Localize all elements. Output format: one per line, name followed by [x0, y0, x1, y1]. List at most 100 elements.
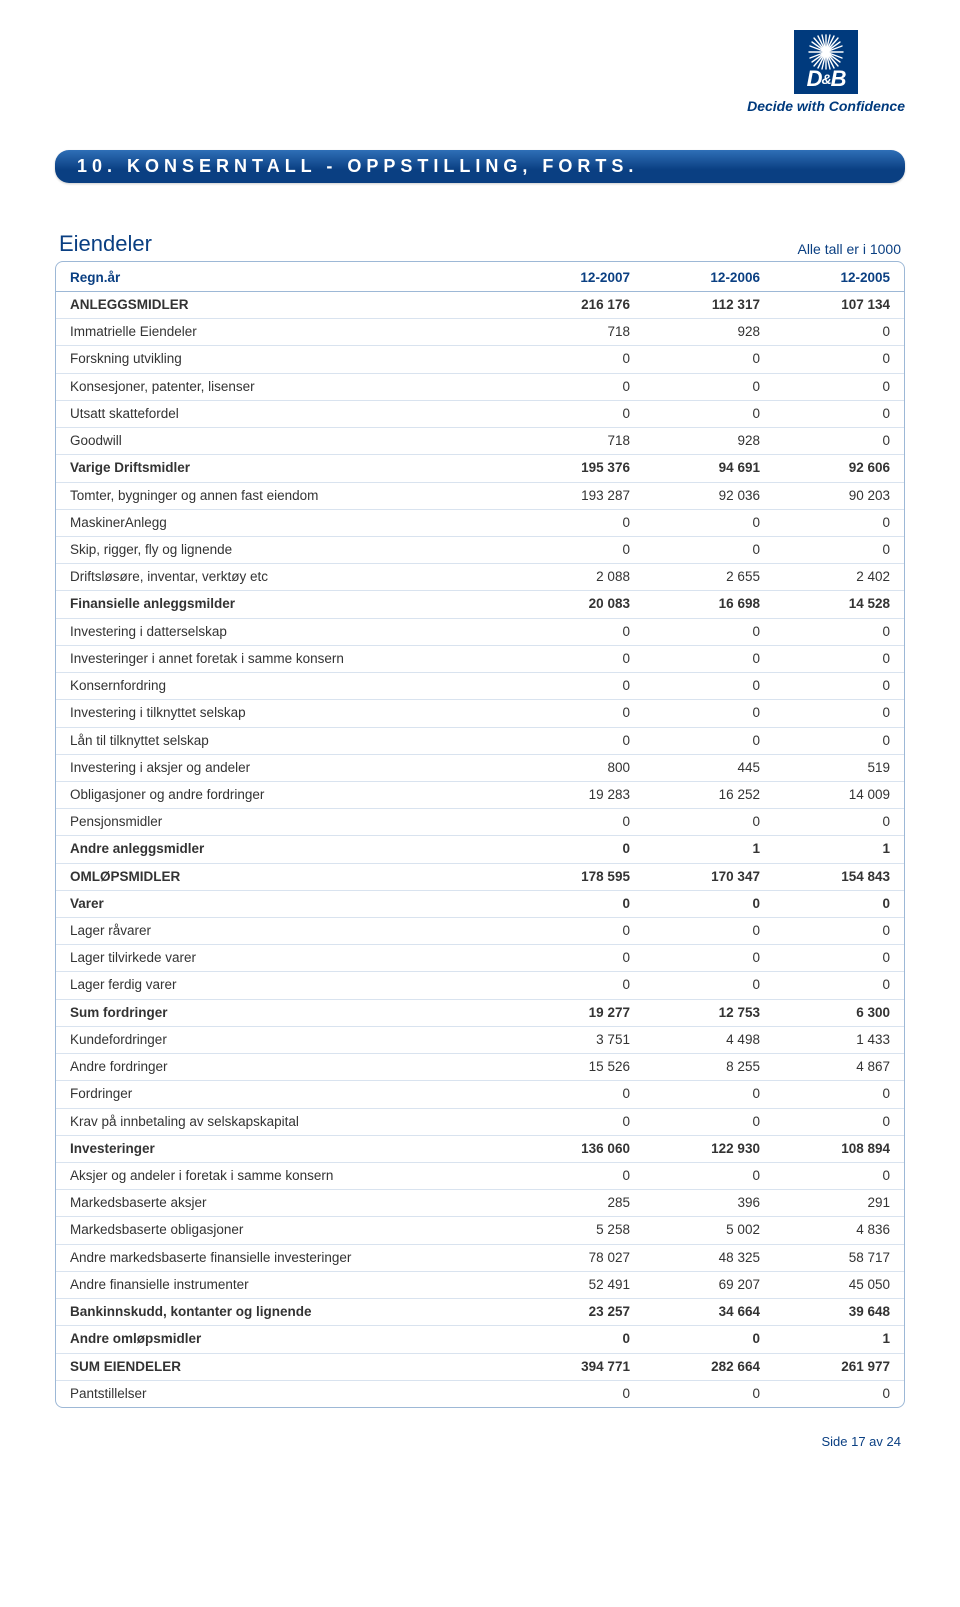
row-value: 0 — [514, 673, 644, 700]
row-value: 0 — [774, 1163, 904, 1190]
row-value: 4 836 — [774, 1217, 904, 1244]
row-value: 0 — [774, 700, 904, 727]
row-label: Immatrielle Eiendeler — [56, 319, 514, 346]
table-row: Andre markedsbaserte finansielle investe… — [56, 1244, 904, 1271]
table-row: Investering i tilknyttet selskap000 — [56, 700, 904, 727]
table-row: Investering i aksjer og andeler800445519 — [56, 754, 904, 781]
table-row: Investeringer136 060122 930108 894 — [56, 1135, 904, 1162]
row-value: 0 — [514, 509, 644, 536]
row-value: 0 — [514, 809, 644, 836]
row-value: 4 867 — [774, 1054, 904, 1081]
row-label: Andre fordringer — [56, 1054, 514, 1081]
row-value: 14 009 — [774, 781, 904, 808]
table-row: Varige Driftsmidler195 37694 69192 606 — [56, 455, 904, 482]
row-value: 52 491 — [514, 1271, 644, 1298]
row-label: Lån til tilknyttet selskap — [56, 727, 514, 754]
row-value: 1 — [774, 836, 904, 863]
table-row: Kundefordringer3 7514 4981 433 — [56, 1026, 904, 1053]
row-value: 0 — [774, 890, 904, 917]
row-value: 0 — [644, 945, 774, 972]
row-value: 20 083 — [514, 591, 644, 618]
row-value: 1 — [644, 836, 774, 863]
table-row: Pantstillelser000 — [56, 1380, 904, 1407]
row-value: 136 060 — [514, 1135, 644, 1162]
row-value: 8 255 — [644, 1054, 774, 1081]
table-heading: Eiendeler — [59, 231, 152, 257]
row-value: 0 — [514, 536, 644, 563]
row-value: 195 376 — [514, 455, 644, 482]
row-value: 92 606 — [774, 455, 904, 482]
logo-text: D&B — [794, 66, 858, 92]
table-row: SUM EIENDELER394 771282 664261 977 — [56, 1353, 904, 1380]
row-value: 94 691 — [644, 455, 774, 482]
row-value: 0 — [514, 645, 644, 672]
row-label: Investering i datterselskap — [56, 618, 514, 645]
row-value: 122 930 — [644, 1135, 774, 1162]
dnb-logo: D&B — [794, 30, 858, 94]
row-value: 0 — [644, 972, 774, 999]
row-label: Sum fordringer — [56, 999, 514, 1026]
row-value: 1 433 — [774, 1026, 904, 1053]
row-label: Varige Driftsmidler — [56, 455, 514, 482]
row-value: 78 027 — [514, 1244, 644, 1271]
row-value: 19 283 — [514, 781, 644, 808]
financial-table: Regn.år 12-2007 12-2006 12-2005 ANLEGGSM… — [56, 262, 904, 1407]
table-row: Investering i datterselskap000 — [56, 618, 904, 645]
row-label: Finansielle anleggsmilder — [56, 591, 514, 618]
row-value: 0 — [644, 1163, 774, 1190]
row-value: 107 134 — [774, 292, 904, 319]
row-value: 0 — [774, 1081, 904, 1108]
row-value: 0 — [774, 1108, 904, 1135]
row-label: Konsesjoner, patenter, lisenser — [56, 373, 514, 400]
row-value: 0 — [774, 727, 904, 754]
row-value: 0 — [514, 890, 644, 917]
row-value: 291 — [774, 1190, 904, 1217]
table-row: Aksjer og andeler i foretak i samme kons… — [56, 1163, 904, 1190]
row-value: 0 — [514, 1108, 644, 1135]
row-value: 445 — [644, 754, 774, 781]
row-value: 0 — [514, 1081, 644, 1108]
table-row: Lager ferdig varer000 — [56, 972, 904, 999]
row-value: 193 287 — [514, 482, 644, 509]
logo-letter-b: B — [831, 66, 846, 91]
row-value: 0 — [514, 972, 644, 999]
table-row: Lager råvarer000 — [56, 918, 904, 945]
logo-letter-d: D — [807, 66, 822, 91]
row-value: 0 — [644, 1380, 774, 1407]
row-label: Kundefordringer — [56, 1026, 514, 1053]
row-label: SUM EIENDELER — [56, 1353, 514, 1380]
row-value: 1 — [774, 1326, 904, 1353]
row-label: Aksjer og andeler i foretak i samme kons… — [56, 1163, 514, 1190]
table-note: Alle tall er i 1000 — [797, 241, 901, 257]
table-row: Konsernfordring000 — [56, 673, 904, 700]
row-label: Andre finansielle instrumenter — [56, 1271, 514, 1298]
row-value: 0 — [774, 618, 904, 645]
row-value: 718 — [514, 319, 644, 346]
row-value: 178 595 — [514, 863, 644, 890]
row-value: 90 203 — [774, 482, 904, 509]
row-value: 0 — [514, 346, 644, 373]
col-header-0: Regn.år — [56, 262, 514, 292]
row-value: 0 — [644, 727, 774, 754]
row-label: Andre omløpsmidler — [56, 1326, 514, 1353]
table-row: Forskning utvikling000 — [56, 346, 904, 373]
row-value: 15 526 — [514, 1054, 644, 1081]
row-label: Tomter, bygninger og annen fast eiendom — [56, 482, 514, 509]
row-value: 800 — [514, 754, 644, 781]
row-value: 519 — [774, 754, 904, 781]
row-value: 5 258 — [514, 1217, 644, 1244]
row-value: 0 — [644, 809, 774, 836]
row-value: 0 — [644, 1081, 774, 1108]
row-value: 58 717 — [774, 1244, 904, 1271]
row-value: 0 — [644, 645, 774, 672]
row-label: Konsernfordring — [56, 673, 514, 700]
row-value: 0 — [774, 509, 904, 536]
row-value: 0 — [644, 700, 774, 727]
row-label: Bankinnskudd, kontanter og lignende — [56, 1299, 514, 1326]
row-value: 0 — [774, 536, 904, 563]
row-value: 34 664 — [644, 1299, 774, 1326]
table-row: Skip, rigger, fly og lignende000 — [56, 536, 904, 563]
row-label: Andre markedsbaserte finansielle investe… — [56, 1244, 514, 1271]
row-value: 0 — [514, 918, 644, 945]
row-value: 69 207 — [644, 1271, 774, 1298]
